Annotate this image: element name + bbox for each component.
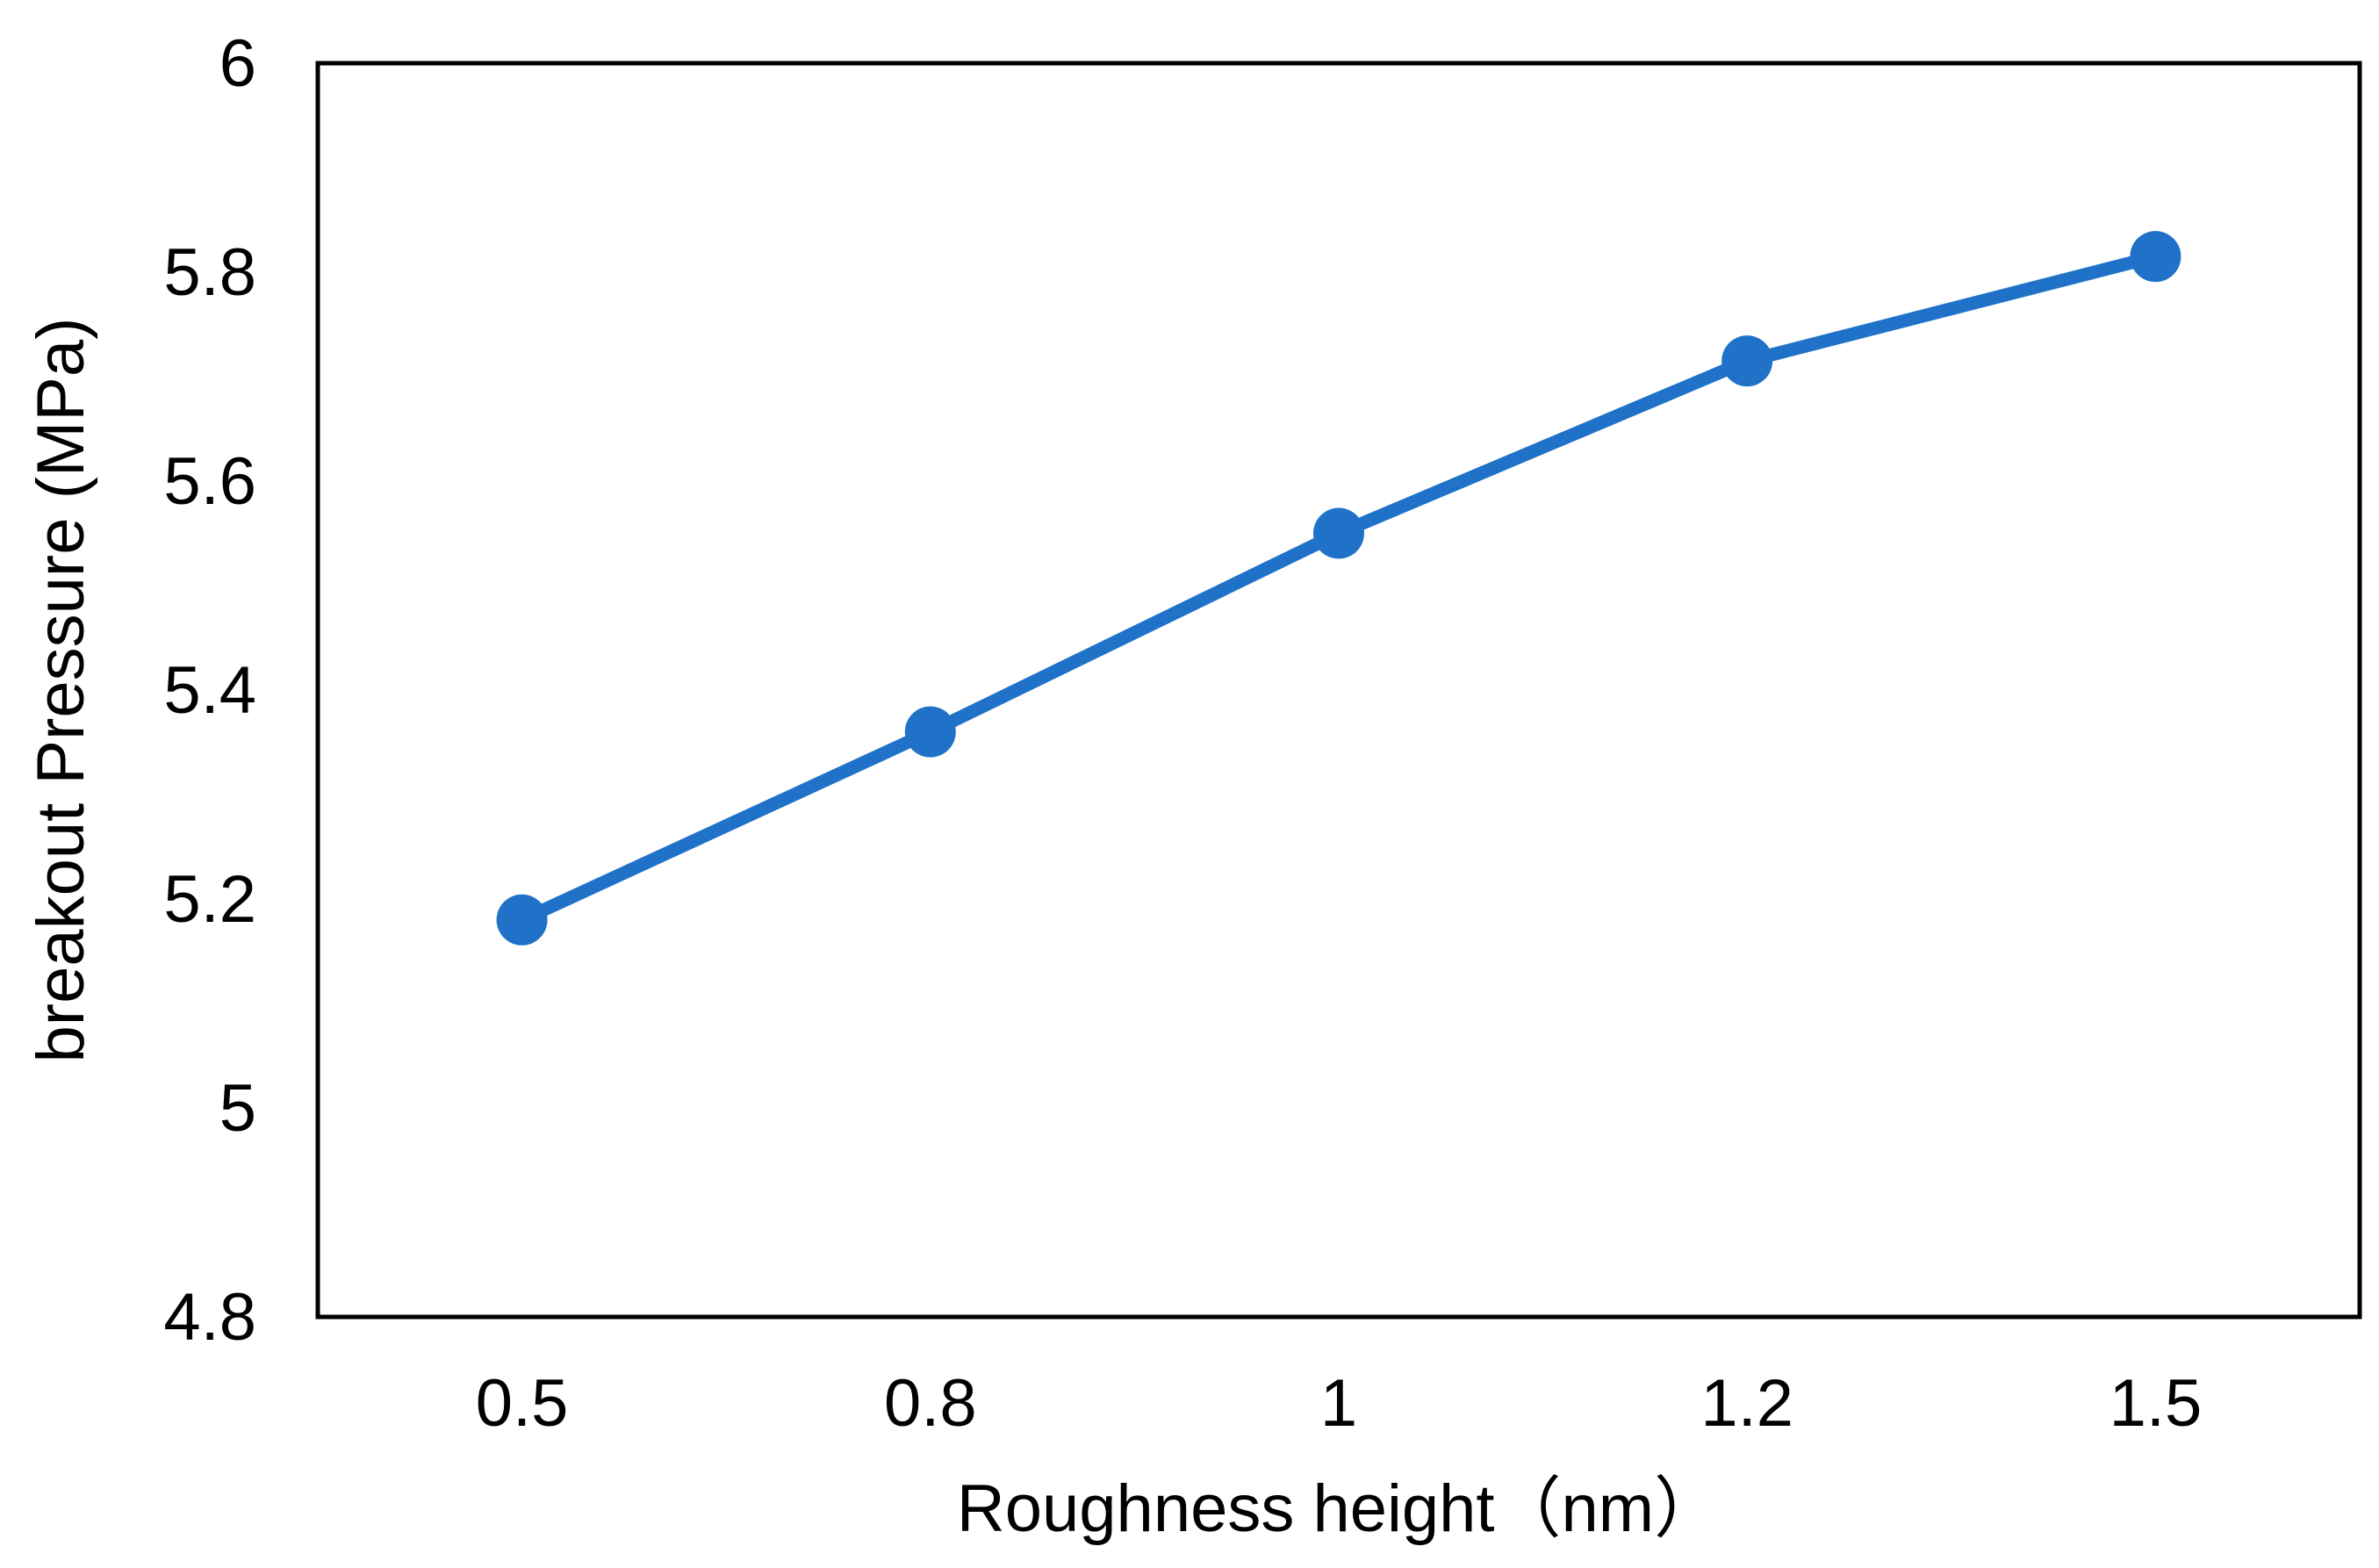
data-point xyxy=(904,706,956,758)
y-tick-label: 5.6 xyxy=(163,444,256,519)
x-tick-labels: 0.5 0.8 1 1.2 1.5 xyxy=(476,1366,2202,1441)
x-tick-label: 0.5 xyxy=(476,1366,569,1441)
data-point xyxy=(496,894,548,946)
data-point xyxy=(2130,231,2181,283)
x-tick-label: 0.8 xyxy=(884,1366,977,1441)
y-tick-label: 5.8 xyxy=(163,235,256,310)
x-tick-label: 1 xyxy=(1320,1366,1357,1441)
y-tick-label: 5.2 xyxy=(163,862,256,937)
y-tick-label: 5 xyxy=(219,1071,256,1146)
x-tick-label: 1.5 xyxy=(2109,1366,2203,1441)
x-axis-title: Roughness height（nm） xyxy=(957,1471,1721,1546)
y-tick-label: 6 xyxy=(219,26,256,101)
series-line xyxy=(515,249,2162,927)
data-point xyxy=(1313,507,1364,559)
plot-area-frame xyxy=(315,61,2362,1320)
y-tick-label: 5.4 xyxy=(163,653,256,728)
data-point xyxy=(1721,335,1773,387)
x-tick-label: 1.2 xyxy=(1700,1366,1793,1441)
y-axis-title: breakout Pressure (MPa) xyxy=(24,318,98,1063)
data-points xyxy=(496,231,2181,946)
y-tick-label: 4.8 xyxy=(163,1280,256,1355)
y-tick-labels: 4.8 5 5.2 5.4 5.6 5.8 6 xyxy=(163,26,256,1355)
